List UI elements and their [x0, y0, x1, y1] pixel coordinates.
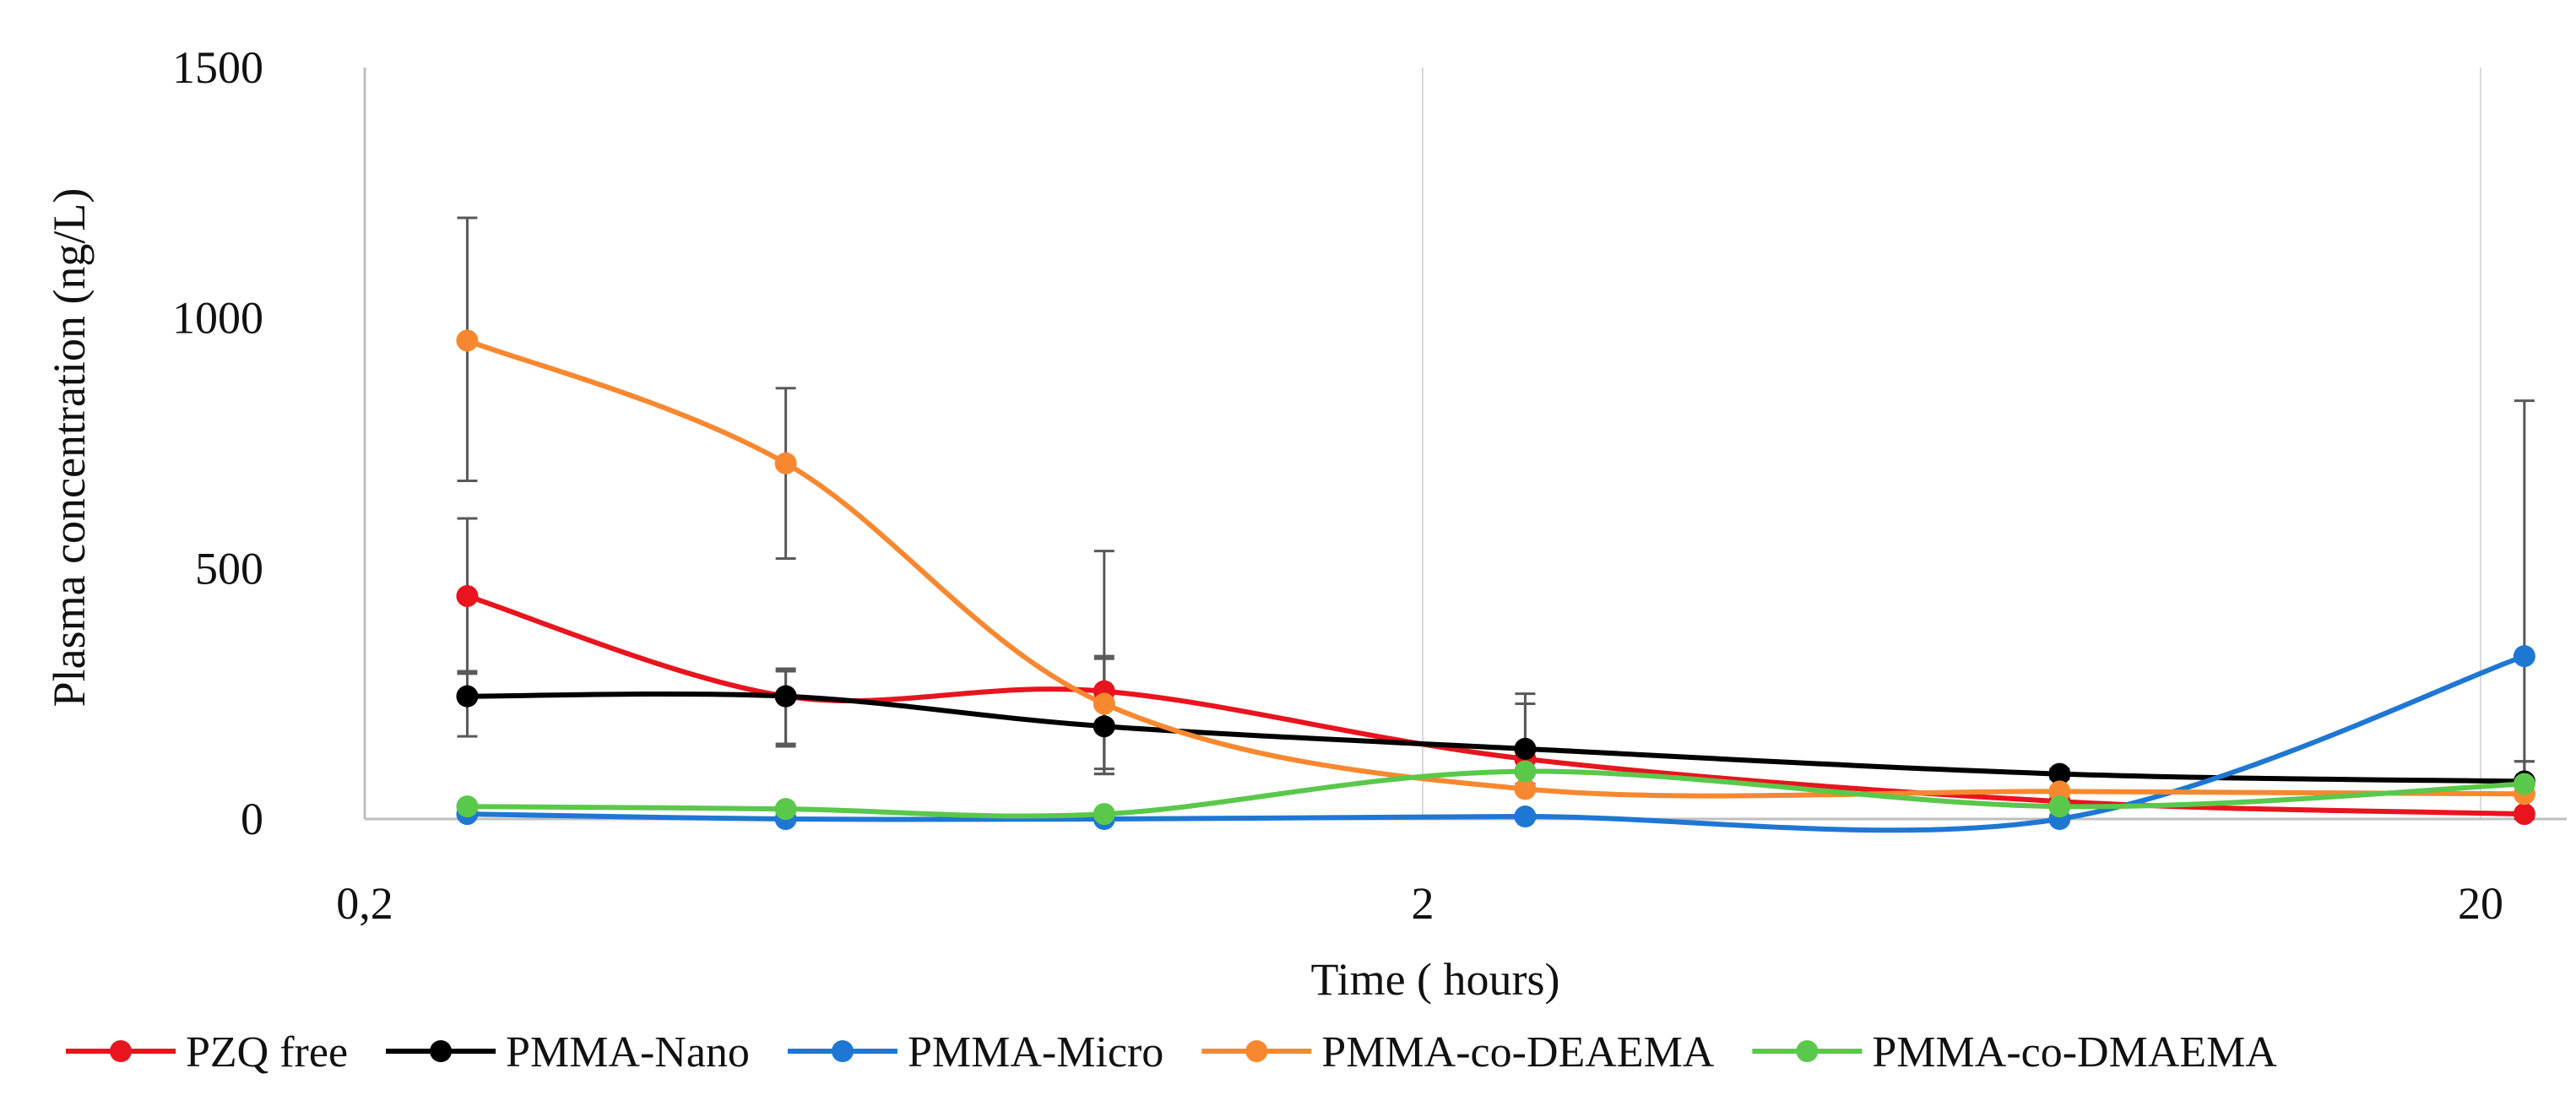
legend-label-pmma-micro: PMMA-Micro [908, 1028, 1163, 1077]
series-line-pmma-co-deaema [464, 338, 2527, 799]
y-axis-label: Plasma concentration (ng/L) [44, 188, 95, 708]
y-tick-label: 500 [195, 543, 263, 594]
data-point-pmma-co-dmaema [774, 798, 797, 821]
data-point-pmma-nano [2048, 762, 2071, 785]
data-point-pzq-free [2513, 803, 2535, 826]
data-point-pmma-co-deaema [456, 329, 479, 352]
legend-marker-pmma-co-deaema [1245, 1040, 1268, 1062]
data-point-pmma-co-deaema [1093, 692, 1115, 715]
data-point-pmma-nano [1093, 715, 1115, 738]
error-bars [457, 216, 2535, 821]
legend: PZQ free PMMA-Nano PMMA-Micro PMMA-co-DEAEM… [66, 1028, 2277, 1077]
y-tick-label: 1500 [172, 42, 263, 93]
x-tick-label: 2 [1412, 878, 1434, 929]
legend-marker-pmma-co-dmaema [1796, 1040, 1819, 1062]
data-point-pmma-co-dmaema [1514, 760, 1537, 783]
data-point-pmma-co-dmaema [456, 795, 479, 818]
data-point-pmma-co-deaema [774, 452, 797, 475]
data-point-pmma-co-deaema [1514, 778, 1537, 800]
legend-marker-pmma-nano [430, 1040, 453, 1062]
y-tick-label: 1000 [172, 293, 263, 344]
data-point-pmma-nano [774, 685, 797, 708]
data-point-pmma-co-dmaema [2048, 795, 2071, 818]
data-point-pmma-nano [1514, 737, 1537, 760]
legend-label-pzq-free: PZQ free [186, 1028, 348, 1077]
legend-label-pmma-nano: PMMA-Nano [506, 1028, 750, 1077]
x-tick-label: 0,2 [336, 878, 393, 929]
x-axis-label: Time ( hours) [1310, 954, 1559, 1005]
legend-label-pmma-co-dmaema: PMMA-co-DMAEMA [1872, 1028, 2277, 1077]
data-point-pmma-co-deaema [2048, 780, 2071, 803]
data-point-pzq-free [456, 584, 479, 607]
legend-marker-pmma-micro [831, 1040, 854, 1062]
x-tick-labels: 0,2 2 20 [336, 878, 2503, 929]
y-tick-labels: 0 500 1000 1500 [172, 42, 263, 844]
axis-layer [363, 68, 2567, 821]
series-markers [456, 329, 2535, 830]
data-point-pmma-nano [456, 685, 479, 708]
series-line-pzq-free [464, 594, 2527, 817]
data-point-pmma-co-dmaema [1093, 803, 1115, 826]
series-lines [464, 338, 2527, 833]
data-point-pmma-micro [1514, 805, 1537, 828]
data-point-pmma-co-dmaema [2513, 773, 2535, 795]
x-tick-label: 20 [2458, 878, 2503, 929]
data-point-pmma-micro [2513, 645, 2535, 668]
grid-layer [1422, 68, 2481, 819]
series-line-pmma-nano [464, 691, 2527, 784]
legend-marker-pzq-free [110, 1040, 132, 1062]
legend-label-pmma-co-deaema: PMMA-co-DEAEMA [1321, 1028, 1715, 1077]
y-tick-label: 0 [241, 794, 263, 844]
